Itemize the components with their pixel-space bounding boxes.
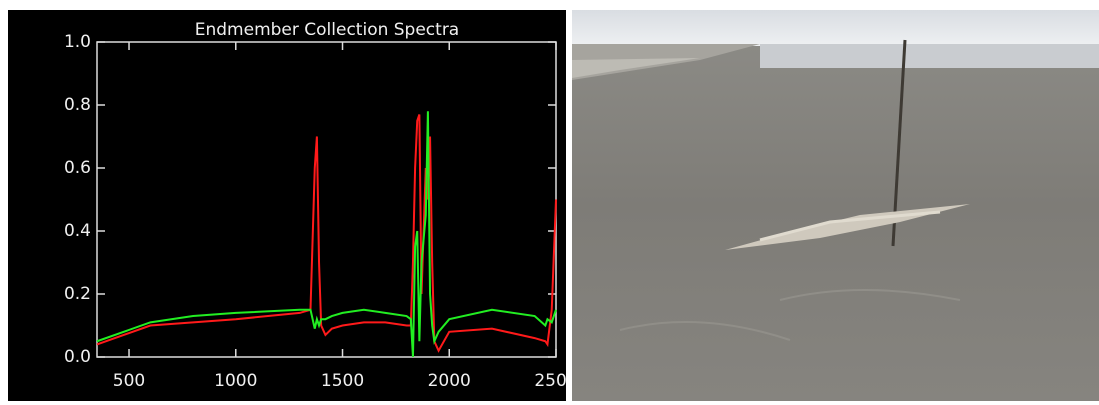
y-tick-label: 0.8 — [64, 95, 91, 115]
series-line — [96, 111, 557, 358]
y-tick-label: 0.6 — [64, 158, 91, 178]
chart-background — [8, 10, 566, 401]
series-line — [96, 114, 557, 353]
chart-title: Endmember Collection Spectra — [195, 20, 459, 40]
y-tick-label: 0.0 — [64, 347, 91, 367]
y-tick-label: 1.0 — [64, 32, 91, 52]
plot: 0.0 0.2 0.4 0.6 0.8 1.0 500 1000 1500 2000 2500 — [64, 32, 577, 391]
chart: Endmember Collection Spectra 0.00.20.40.… — [8, 10, 577, 401]
x-tick-label: 2500 — [534, 371, 577, 391]
y-tick-label: 0.4 — [64, 221, 91, 241]
y-tick-label: 0.2 — [64, 284, 91, 304]
x-tick-label: 500 — [113, 371, 145, 391]
x-tick-label: 1000 — [214, 371, 257, 391]
x-tick-label: 1500 — [321, 371, 364, 391]
photo — [572, 10, 1099, 401]
x-tick-label: 2000 — [428, 371, 471, 391]
